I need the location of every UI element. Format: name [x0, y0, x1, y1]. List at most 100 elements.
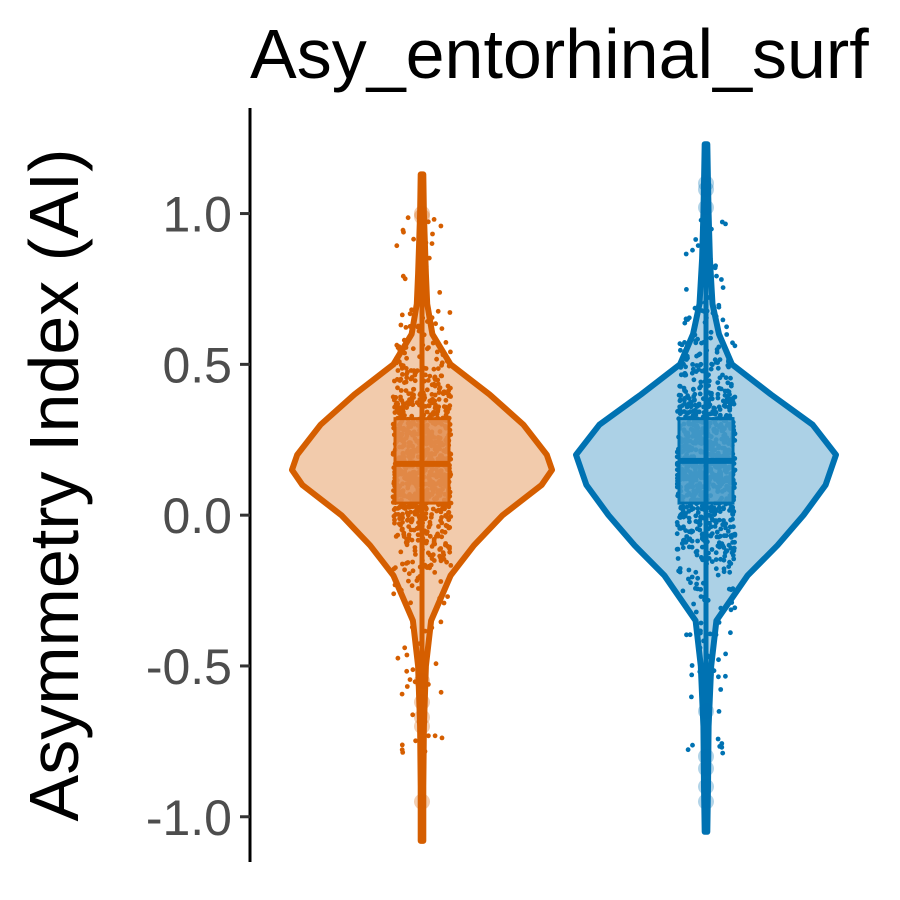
data-point — [683, 251, 689, 257]
data-point — [708, 508, 714, 514]
data-point — [711, 405, 717, 411]
data-point — [716, 709, 722, 714]
data-point — [715, 380, 721, 385]
data-point — [715, 736, 721, 742]
data-point — [686, 529, 692, 535]
outlier-point — [698, 778, 714, 795]
data-point — [426, 255, 432, 261]
data-point — [405, 560, 411, 565]
data-point — [394, 243, 400, 249]
data-point — [708, 335, 713, 341]
data-point — [692, 305, 698, 311]
data-point — [413, 552, 418, 557]
data-point — [695, 243, 701, 249]
data-point — [436, 507, 441, 513]
data-point — [694, 404, 700, 409]
data-point — [409, 395, 415, 400]
data-point — [686, 567, 692, 573]
data-point — [399, 312, 405, 318]
data-point — [712, 524, 718, 529]
data-point — [674, 520, 680, 525]
data-point — [711, 668, 717, 674]
data-point — [408, 509, 414, 515]
data-point — [448, 563, 454, 568]
data-point — [399, 412, 405, 418]
data-point — [731, 548, 737, 554]
data-point — [715, 365, 721, 371]
data-point — [695, 586, 701, 592]
data-point — [410, 667, 416, 673]
data-point — [437, 595, 443, 601]
data-point — [434, 533, 439, 539]
data-point — [716, 505, 722, 511]
data-point — [686, 315, 692, 321]
data-point — [713, 550, 719, 556]
data-point — [715, 391, 721, 397]
data-point — [709, 559, 715, 564]
data-point — [716, 620, 722, 625]
data-point — [400, 515, 405, 521]
data-point — [424, 346, 430, 352]
data-point — [724, 332, 730, 337]
data-point — [438, 373, 444, 379]
data-point — [410, 402, 416, 408]
data-point — [406, 571, 412, 577]
data-point — [436, 390, 442, 395]
data-point — [686, 576, 691, 582]
data-point — [714, 349, 720, 355]
data-point — [682, 320, 688, 326]
data-point — [717, 744, 723, 749]
y-tick-label: 0.0 — [162, 488, 232, 544]
data-point — [716, 344, 722, 350]
data-point — [729, 508, 735, 514]
data-point — [444, 358, 450, 364]
data-point — [708, 392, 714, 398]
data-point — [398, 388, 404, 393]
data-point — [709, 504, 715, 510]
data-point — [438, 223, 444, 229]
data-point — [721, 566, 727, 572]
data-point — [678, 365, 684, 370]
data-point — [427, 533, 433, 539]
data-point — [694, 548, 700, 554]
outlier-point — [698, 760, 714, 777]
data-point — [425, 219, 431, 225]
data-point — [717, 357, 723, 362]
data-point — [699, 544, 705, 550]
data-point — [431, 366, 437, 372]
data-point — [425, 378, 431, 383]
outlier-point — [414, 208, 430, 225]
data-point — [440, 352, 446, 358]
data-point — [429, 241, 435, 247]
data-point — [712, 512, 717, 517]
data-point — [723, 651, 728, 657]
data-point — [395, 368, 401, 373]
data-point — [690, 362, 695, 367]
data-point — [684, 353, 690, 359]
data-point — [689, 370, 695, 376]
data-point — [446, 363, 452, 369]
data-point — [715, 543, 721, 549]
data-point — [442, 529, 448, 535]
data-point — [395, 655, 401, 661]
data-point — [677, 404, 683, 410]
data-point — [410, 559, 415, 565]
data-point — [413, 738, 418, 744]
data-point — [402, 567, 407, 573]
data-point — [720, 522, 726, 527]
data-point — [429, 315, 435, 321]
data-point — [699, 340, 704, 346]
data-point — [695, 575, 701, 581]
data-point — [728, 401, 733, 407]
data-point — [434, 349, 440, 355]
data-point — [403, 345, 409, 350]
data-point — [438, 689, 444, 695]
data-point — [718, 556, 723, 562]
data-point — [409, 391, 414, 397]
data-point — [400, 561, 405, 567]
data-point — [443, 582, 449, 588]
violin-series — [289, 171, 555, 844]
data-point — [685, 393, 690, 399]
data-point — [408, 376, 414, 382]
data-point — [436, 524, 441, 529]
